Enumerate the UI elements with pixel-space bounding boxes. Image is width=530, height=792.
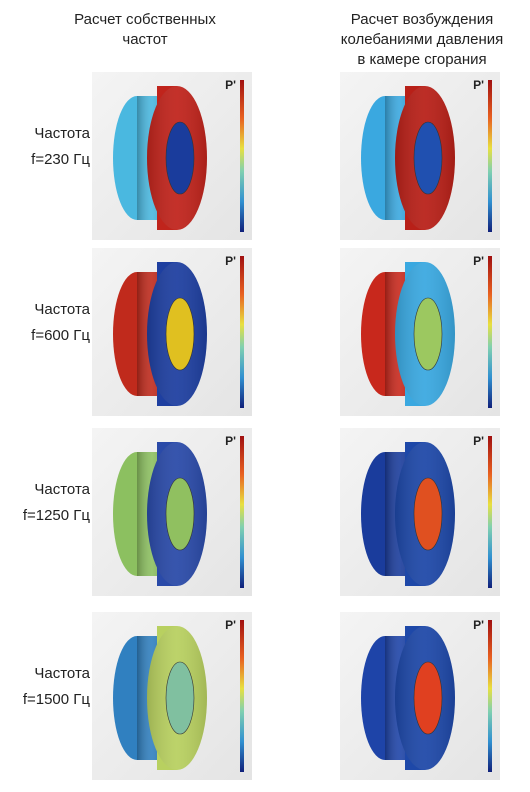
shape-hole [414, 662, 442, 734]
row-label: f=1250 Гц [23, 507, 91, 524]
color-bar [240, 436, 244, 588]
legend-label: P' [473, 254, 484, 268]
shape-hole [414, 298, 442, 370]
column-header: колебаниями давления [341, 31, 504, 48]
color-bar [488, 256, 492, 408]
row-label: f=1500 Гц [23, 691, 91, 708]
legend-label: P' [225, 78, 236, 92]
shape-hole [166, 122, 194, 194]
legend-label: P' [225, 618, 236, 632]
legend-label: P' [473, 78, 484, 92]
shape-hole [166, 478, 194, 550]
column-header: Расчет возбуждения [351, 11, 493, 28]
color-bar [488, 620, 492, 772]
legend-label: P' [473, 434, 484, 448]
row-label: Частота [34, 301, 90, 318]
legend-label: P' [473, 618, 484, 632]
column-header: в камере сгорания [357, 51, 486, 68]
color-bar [240, 80, 244, 232]
color-bar [488, 436, 492, 588]
row-label: Частота [34, 481, 90, 498]
row-label: Частота [34, 125, 90, 142]
column-header: частот [122, 31, 167, 48]
color-bar [240, 620, 244, 772]
row-label: Частота [34, 665, 90, 682]
shape-hole [166, 298, 194, 370]
legend-label: P' [225, 254, 236, 268]
column-header: Расчет собственных [74, 11, 216, 28]
shape-hole [414, 478, 442, 550]
color-bar [240, 256, 244, 408]
legend-label: P' [225, 434, 236, 448]
shape-hole [414, 122, 442, 194]
color-bar [488, 80, 492, 232]
row-label: f=230 Гц [31, 151, 90, 168]
shape-hole [166, 662, 194, 734]
figure: Расчет собственных частот Расчет возбужд… [0, 0, 530, 792]
row-label: f=600 Гц [31, 327, 90, 344]
